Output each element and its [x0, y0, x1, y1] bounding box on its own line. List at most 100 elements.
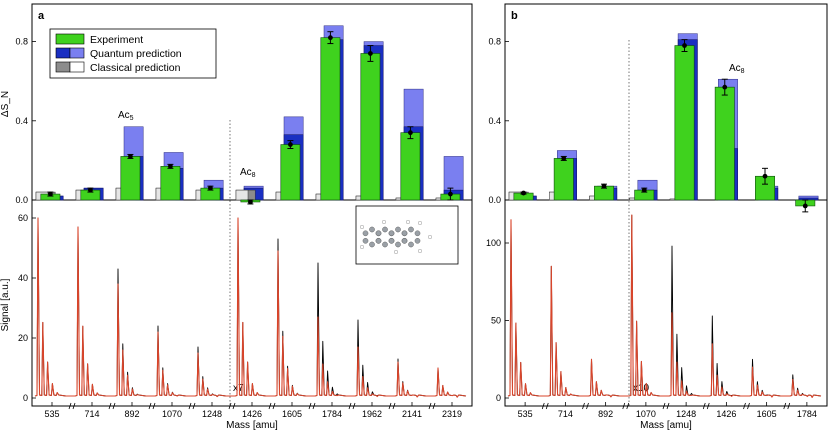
- legend-swatch-classical-light: [69, 61, 85, 73]
- molecule-hydrogen-atom: [418, 248, 423, 253]
- panel-a-spectrum-axis-break: [112, 402, 116, 410]
- panel-a-spectrum-axis-break: [148, 402, 152, 410]
- panel-a-point: [248, 199, 253, 205]
- panel-a-spectrum-axis-break: [232, 402, 236, 410]
- panel-a-spectrum-axis-break: [72, 402, 76, 410]
- molecule-carbon-atom: [388, 237, 395, 244]
- panel-a-spectrum-ytick-label: 40: [18, 273, 28, 283]
- legend-swatch-experiment: [55, 33, 85, 45]
- panel-a-spectrum-xtick-label: 1605: [282, 409, 302, 419]
- panel-a-spectrum-axis-break: [432, 402, 436, 410]
- molecule-hydrogen-atom: [406, 219, 411, 224]
- panel-b-bar-experiment: [674, 45, 695, 201]
- annotation-ac5-label: Ac5: [118, 110, 134, 122]
- panel-a-bar-experiment: [320, 37, 341, 201]
- panel-a-bar-experiment: [360, 53, 381, 201]
- molecule-carbon-atom: [375, 230, 382, 237]
- molecule-hydrogen-atom: [428, 234, 433, 239]
- panel-b-spectrum-axis-break: [666, 402, 670, 410]
- legend-label-classical: Classical prediction: [90, 62, 181, 74]
- panel-a-label: a: [38, 10, 45, 22]
- molecule-hydrogen-atom: [360, 244, 365, 249]
- panel-b-spectrum-xtick-label: 1248: [676, 409, 696, 419]
- panel-b-point: [722, 84, 728, 90]
- molecule-carbon-atom: [375, 237, 382, 244]
- molecule-carbon-atom: [401, 237, 408, 244]
- panel-a-spectrum-xtick-label: 2141: [402, 409, 422, 419]
- panel-a-spectrum-axis-break: [152, 402, 156, 410]
- panel-a-point: [168, 163, 173, 169]
- molecule-hydrogen-atom: [394, 249, 399, 254]
- molecule-carbon-atom: [369, 226, 375, 233]
- panel-b-bar-experiment: [553, 158, 574, 201]
- panel-a-spectrum-axis-break: [108, 402, 112, 410]
- molecule-inset-frame: [355, 205, 459, 265]
- molecule-carbon-atom: [408, 226, 414, 233]
- panel-a-point: [328, 35, 333, 41]
- panel-a-spectrum-axis-break: [388, 402, 392, 410]
- legend-label-quantum: Quantum prediction: [90, 48, 182, 60]
- panel-b-spectrum-ytick-label: 0: [496, 393, 501, 403]
- panel-b-spectrum-axis-break: [586, 402, 589, 410]
- panel-a-spectrum-axis-break: [188, 402, 192, 410]
- panel-b-bar-frame: [504, 3, 828, 201]
- panel-a-spectrum-xtick-label: 2319: [442, 409, 462, 419]
- panel-a-point: [368, 51, 373, 56]
- annotation-ac8-b-subscript: 8: [741, 68, 745, 75]
- panel-a-bar-experiment: [160, 166, 181, 201]
- panel-b-spectrum-xtick-label: 535: [518, 409, 533, 419]
- panel-a-point: [408, 130, 413, 136]
- panel-a-point: [208, 185, 213, 191]
- panel-a-spectrum-axis-break: [428, 402, 432, 410]
- y-axis-title-signal: Signal [a.u.]: [0, 278, 11, 331]
- panel-a-spectrum-axis-break: [348, 402, 352, 410]
- panel-a-ytick-label: 0.8: [15, 37, 28, 47]
- acene-molecule-image: [360, 219, 433, 254]
- panel-a-spectrum-ytick-label: 20: [18, 333, 28, 343]
- panel-a-spectrum-axis-break: [68, 402, 72, 410]
- panel-b-spectrum-signal-line: [507, 214, 822, 398]
- panel-b-spectrum-frame: [504, 199, 828, 407]
- molecule-carbon-atom: [382, 226, 388, 233]
- molecule-hydrogen-atom: [382, 219, 387, 224]
- molecule-hydrogen-atom: [418, 220, 423, 225]
- plot-layer: 0.0 0.4 0.8 0.0 0.4 0.8 0 20 40 60 535 714 892 1070 12…: [15, 25, 822, 419]
- molecule-carbon-atom: [414, 237, 421, 244]
- panel-b-spectrum-axis-break: [662, 402, 666, 410]
- legend-swatch-quantum-light: [69, 47, 85, 59]
- molecule-inset: [355, 205, 459, 265]
- scale-note-b: x10: [633, 383, 650, 394]
- legend-swatch-quantum-dark: [55, 47, 71, 59]
- legend-swatch-classical-dark: [55, 61, 71, 73]
- panel-a-spectrum-xtick-label: 535: [44, 409, 59, 419]
- scale-note-a: x7: [233, 383, 244, 394]
- panel-a-spectrum-axis-break: [308, 402, 312, 410]
- panel-b-point: [641, 187, 647, 193]
- annotation-ac5-subscript: 5: [130, 115, 134, 122]
- panel-a-spectrum-xtick-label: 1962: [362, 409, 382, 419]
- panel-a-bar-experiment: [400, 132, 421, 201]
- legend: Experiment Quantum prediction Classical …: [49, 28, 217, 79]
- panel-b-spectrum-ytick-label: 50: [491, 316, 501, 326]
- molecule-carbon-atom: [388, 230, 395, 237]
- panel-a-spectrum-axis-break: [312, 402, 316, 410]
- panel-a-point: [48, 191, 53, 197]
- panel-a-spectrum-axis-break: [228, 402, 232, 410]
- molecule-carbon-atom: [401, 230, 408, 237]
- panel-b-spectrum-xtick-label: 892: [598, 409, 613, 419]
- molecule-carbon-atom: [408, 241, 414, 248]
- molecule-hydrogen-atom: [360, 224, 365, 229]
- panel-b-spectrum-xtick-label: 714: [558, 409, 573, 419]
- panel-a-spectrum-xtick-label: 1070: [162, 409, 182, 419]
- panel-a-spectrum-xtick-label: 1426: [242, 409, 262, 419]
- panel-b-point: [601, 183, 607, 189]
- legend-label-experiment: Experiment: [90, 34, 143, 46]
- panel-b-spectrum-xtick-label: 1426: [716, 409, 736, 419]
- panel-b-ytick-label: 0.0: [488, 195, 501, 205]
- panel-b-spectrum-axis-break: [747, 402, 750, 410]
- panel-b-spectrum-ytick-label: 100: [486, 238, 501, 248]
- panel-b-spectrum-xtick-label: 1070: [636, 409, 656, 419]
- panel-b-point: [762, 173, 768, 179]
- panel-b-spectrum-signal-line: [507, 214, 822, 398]
- molecule-carbon-atom: [362, 230, 369, 237]
